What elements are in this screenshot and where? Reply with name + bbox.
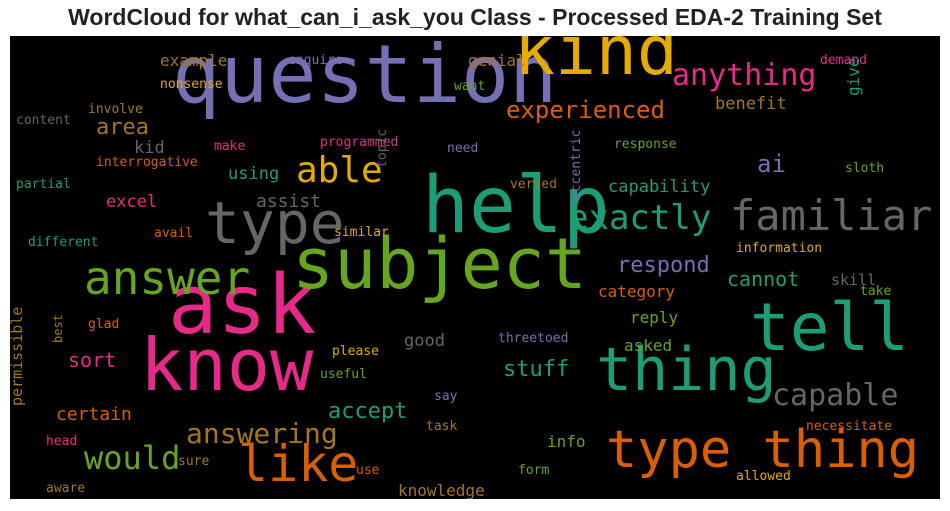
- word-excel: excel: [106, 192, 157, 212]
- word-use: use: [356, 463, 380, 478]
- word-nonsense: nonsense: [160, 77, 223, 92]
- word-type-thing: type thing: [606, 420, 919, 480]
- word-task: task: [426, 419, 457, 434]
- word-glad: glad: [88, 317, 119, 332]
- word-stuff: stuff: [503, 357, 569, 382]
- word-assist: assist: [256, 191, 321, 212]
- word-avail: avail: [154, 226, 193, 241]
- word-answer: answer: [84, 251, 250, 305]
- word-threetoed: threetoed: [498, 331, 568, 346]
- word-versed: versed: [510, 177, 557, 192]
- word-different: different: [28, 235, 98, 250]
- word-similar: similar: [334, 225, 389, 240]
- word-answering: answering: [186, 417, 338, 450]
- word-certain: certain: [56, 404, 132, 425]
- word-know: know: [140, 323, 314, 407]
- word-partial: partial: [16, 177, 71, 192]
- word-want: want: [454, 79, 485, 94]
- word-benefit: benefit: [715, 94, 787, 114]
- word-asked: asked: [624, 336, 672, 355]
- word-useful: useful: [320, 367, 367, 382]
- word-take: take: [860, 284, 891, 299]
- word-kind: kind: [514, 36, 678, 91]
- word-eccentric: eccentric: [569, 130, 584, 200]
- word-using: using: [228, 164, 279, 184]
- word-question: question: [172, 36, 557, 121]
- word-sure: sure: [178, 454, 209, 469]
- word-example: example: [160, 51, 227, 70]
- word-enquire: enquire: [288, 53, 343, 68]
- word-topic: topic: [375, 129, 390, 168]
- word-exactly: exactly: [568, 198, 711, 238]
- word-need: need: [447, 141, 478, 156]
- word-ask: ask: [168, 258, 316, 353]
- word-aware: aware: [46, 481, 85, 496]
- word-familiar: familiar: [730, 191, 932, 240]
- word-genial: genial: [468, 51, 526, 70]
- word-give: give: [844, 57, 863, 96]
- word-reply: reply: [630, 308, 679, 327]
- word-category: category: [598, 282, 675, 301]
- word-allowed: allowed: [736, 469, 791, 484]
- word-information: information: [736, 241, 822, 256]
- word-involve: involve: [88, 102, 143, 117]
- word-help: help: [422, 161, 610, 251]
- word-best: best: [51, 314, 65, 343]
- word-say: say: [434, 389, 458, 404]
- word-kid: kid: [134, 138, 165, 158]
- word-accept: accept: [328, 399, 407, 424]
- word-anything: anything: [672, 58, 817, 93]
- word-demand: demand: [820, 53, 867, 68]
- word-good: good: [404, 331, 445, 351]
- word-able: able: [296, 150, 383, 191]
- word-ai: ai: [757, 150, 786, 178]
- word-sort: sort: [68, 348, 116, 372]
- word-subject: subject: [292, 223, 587, 305]
- word-area: area: [96, 115, 149, 140]
- word-like: like: [238, 435, 358, 493]
- word-make: make: [214, 139, 245, 154]
- word-form: form: [518, 463, 549, 478]
- word-knowledge: knowledge: [398, 481, 485, 499]
- word-would: would: [84, 439, 180, 477]
- chart-title: WordCloud for what_can_i_ask_you Class -…: [68, 4, 882, 30]
- word-tell: tell: [750, 289, 909, 366]
- word-experienced: experienced: [506, 96, 665, 124]
- word-content: content: [16, 113, 71, 128]
- word-sloth: sloth: [845, 161, 884, 176]
- word-cannot: cannot: [727, 267, 799, 291]
- word-capability: capability: [608, 177, 710, 197]
- word-capable: capable: [772, 378, 898, 413]
- word-permissible: permissible: [10, 307, 26, 406]
- word-skill: skill: [831, 271, 876, 289]
- word-interrogative: interrogative: [96, 155, 198, 170]
- word-please: please: [332, 344, 379, 359]
- word-type: type: [205, 189, 345, 257]
- word-info: info: [547, 432, 586, 451]
- word-programmed: programmed: [320, 135, 398, 150]
- word-response: response: [614, 137, 677, 152]
- word-thing: thing: [596, 335, 777, 405]
- word-respond: respond: [617, 253, 710, 278]
- word-necessitate: necessitate: [806, 419, 892, 434]
- wordcloud-panel: question ask know help subject kind tell thing t…: [10, 36, 940, 499]
- word-head: head: [46, 434, 77, 449]
